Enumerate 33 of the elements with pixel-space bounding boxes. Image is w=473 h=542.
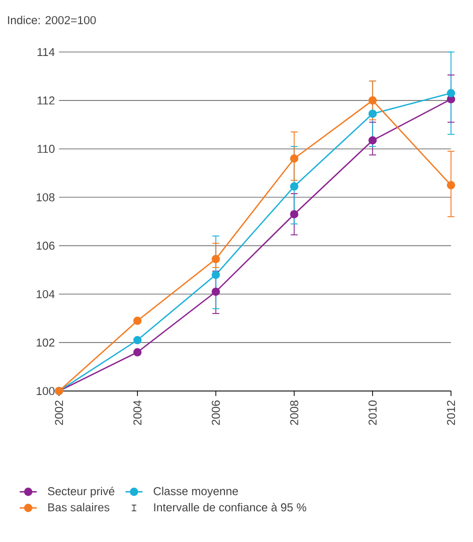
y-tick-label: 112 <box>38 96 54 104</box>
y-tick-label: 104 <box>36 290 55 298</box>
x-tick-label: 2012 <box>446 400 456 425</box>
point <box>290 182 298 191</box>
point <box>368 96 377 105</box>
point <box>290 210 298 218</box>
point <box>446 89 456 98</box>
point <box>290 154 298 163</box>
point <box>212 288 220 296</box>
y-tick-label: 100 <box>36 386 55 396</box>
point <box>133 348 142 356</box>
x-tick-label: 2008 <box>290 400 298 425</box>
x-tick-label: 2010 <box>368 400 377 425</box>
y-tick-label: 110 <box>38 144 55 153</box>
point <box>368 136 377 145</box>
y-tick-label: 108 <box>36 193 54 202</box>
legend-label: Secteur privé <box>48 486 114 498</box>
point <box>212 270 220 279</box>
x-tick-label: 2006 <box>212 400 220 425</box>
chart-title: Indice: 2002=100 <box>8 16 96 24</box>
y-tick-label: 102 <box>36 338 54 347</box>
point <box>446 181 456 190</box>
point <box>368 110 377 118</box>
x-tick-label: 2002 <box>54 400 64 425</box>
y-tick-label: 106 <box>36 242 54 250</box>
point <box>133 316 142 325</box>
y-tick-label: 114 <box>38 48 55 56</box>
point <box>212 254 220 264</box>
legend-label: Classe moyenne <box>154 486 238 498</box>
point <box>133 336 142 344</box>
legend-label: Bas salaires <box>48 502 110 512</box>
x-tick-label: 2004 <box>133 400 142 425</box>
text: Intervalle de confiance à 95 % <box>154 502 306 512</box>
